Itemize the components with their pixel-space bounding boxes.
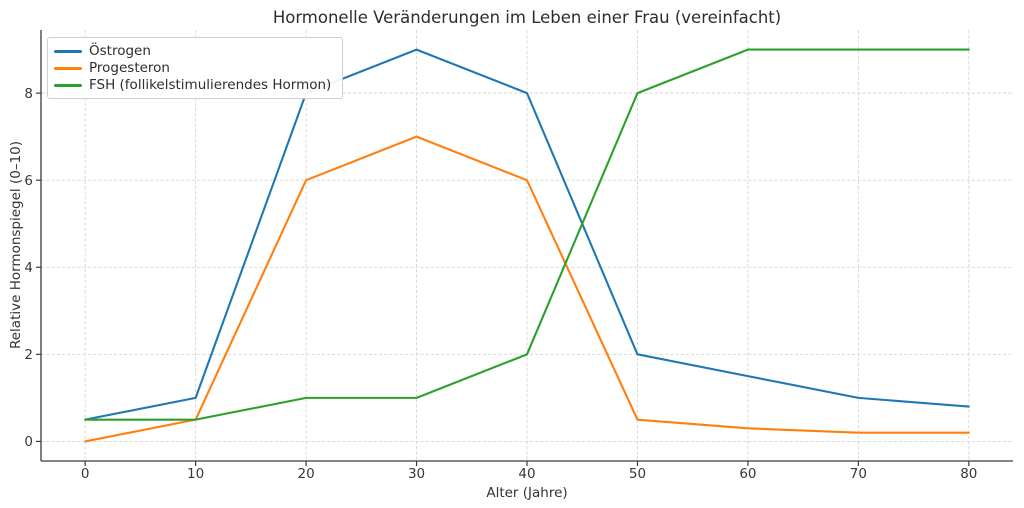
series-line [84,48,970,421]
legend-line-swatch [54,49,82,53]
y-tick-label: 6 [24,173,33,189]
legend-item-label: FSH (follikelstimulierendes Hormon) [89,77,332,93]
legend-item: FSH (follikelstimulierendes Hormon) [54,78,331,92]
legend-line-swatch [54,83,82,87]
legend-item-label: Östrogen [89,43,151,59]
x-tick-label: 50 [629,466,646,482]
axis-tick-labels: 0 10 20 30 40 50 60 70 80 0 2 4 6 8 [24,86,977,482]
data-series [84,48,970,443]
x-tick-label: 80 [960,466,977,482]
y-tick-label: 4 [24,260,33,276]
legend: Östrogen Progesteron FSH (follikelstimul… [47,37,344,99]
series-line [84,135,970,443]
x-tick-label: 20 [297,466,314,482]
chart-title: Hormonelle Veränderungen im Leben einer … [273,8,781,27]
axis-ticks [36,92,970,466]
y-tick-label: 2 [24,347,33,363]
legend-line-swatch [54,66,82,70]
series-line [84,48,970,421]
legend-item-label: Progesteron [89,60,170,76]
x-tick-label: 30 [408,466,425,482]
x-tick-label: 40 [518,466,535,482]
y-tick-label: 0 [24,434,33,450]
y-tick-label: 8 [24,86,33,102]
x-tick-label: 0 [81,466,90,482]
legend-item: Östrogen [54,44,331,58]
legend-item: Progesteron [54,61,331,75]
x-axis-label: Alter (Jahre) [486,485,567,501]
x-tick-label: 70 [850,466,867,482]
x-tick-label: 10 [187,466,204,482]
x-tick-label: 60 [739,466,756,482]
y-axis-label: Relative Hormonspiegel (0–10) [8,141,24,349]
